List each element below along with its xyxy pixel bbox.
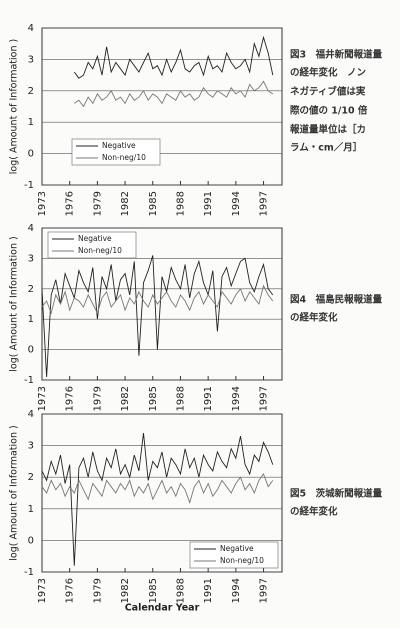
y-tick-label: 0 (28, 149, 34, 160)
x-tick-label: 1979 (92, 578, 103, 603)
y-tick-label: 0 (28, 535, 34, 546)
legend-box (71, 138, 161, 166)
x-axis-label: Calendar Year (125, 603, 200, 614)
x-tick-label: 1988 (175, 386, 186, 411)
series-line (41, 473, 274, 504)
x-tick-label: 1985 (148, 578, 159, 603)
y-tick-label: 3 (28, 441, 34, 452)
legend-label: Non-neg/10 (102, 153, 146, 162)
y-tick-label: 1 (28, 504, 34, 515)
figure-caption: の経年変化 (290, 506, 338, 518)
y-tick-label: 2 (28, 86, 34, 97)
series-line (41, 284, 274, 315)
y-axis-label: log( Amount of Information ) (9, 236, 20, 371)
series-line (73, 35, 274, 79)
y-tick-label: 4 (28, 409, 34, 420)
x-tick-label: 1997 (259, 191, 270, 216)
series-line (41, 432, 274, 566)
figure-caption: 際の値の 1/10 倍 (290, 105, 368, 117)
x-tick-label: 1997 (259, 386, 270, 411)
x-tick-label: 1988 (175, 191, 186, 216)
legend-label: Non-neg/10 (220, 556, 264, 565)
legend-label: Non-neg/10 (78, 246, 122, 255)
y-tick-label: 3 (28, 253, 34, 264)
x-tick-label: 1979 (92, 386, 103, 411)
x-tick-label: 1973 (37, 578, 48, 603)
figure-caption: 図3 福井新聞報道量 (290, 49, 383, 61)
x-tick-label: 1997 (259, 578, 270, 603)
x-tick-label: 1976 (65, 386, 76, 411)
y-tick-label: 1 (28, 117, 34, 128)
legend-box (47, 231, 137, 259)
x-tick-label: 1994 (231, 578, 242, 603)
x-tick-label: 1994 (231, 386, 242, 411)
series-line (41, 255, 274, 378)
y-tick-label: -1 (24, 180, 34, 191)
x-tick-label: 1979 (92, 191, 103, 216)
x-tick-label: 1982 (120, 191, 131, 216)
x-tick-label: 1985 (148, 386, 159, 411)
x-tick-label: 1991 (203, 386, 214, 411)
x-tick-label: 1982 (120, 578, 131, 603)
y-tick-label: 2 (28, 472, 34, 483)
y-tick-label: -1 (24, 375, 34, 386)
x-tick-label: 1973 (37, 386, 48, 411)
series-line (74, 80, 274, 108)
y-tick-label: 2 (28, 284, 34, 295)
x-tick-label: 1991 (203, 578, 214, 603)
y-tick-label: 1 (28, 314, 34, 325)
y-axis-label: log( Amount of Information ) (9, 425, 20, 560)
x-tick-label: 1973 (37, 191, 48, 216)
y-tick-label: -1 (24, 567, 34, 578)
figure-caption: 図4 福島民報報道量 (290, 294, 383, 306)
figure-caption: ラム・cm／月］ (290, 142, 362, 154)
x-tick-label: 1976 (65, 191, 76, 216)
y-tick-label: 4 (28, 23, 34, 34)
y-axis-label: log( Amount of Information ) (9, 39, 20, 174)
figure-caption: 報道量単位は［カ (290, 124, 366, 136)
x-tick-label: 1994 (231, 191, 242, 216)
figure-caption: の経年変化 (290, 312, 338, 324)
x-tick-label: 1976 (65, 578, 76, 603)
x-tick-label: 1991 (203, 191, 214, 216)
figure-caption: の経年変化 ノン (290, 67, 366, 79)
x-tick-label: 1982 (120, 386, 131, 411)
figure-caption: ネガティブ値は実 (290, 86, 366, 98)
y-tick-label: 3 (28, 54, 34, 65)
legend-box (189, 541, 279, 569)
y-tick-label: 0 (28, 345, 34, 356)
legend-label: Negative (78, 234, 112, 243)
x-tick-label: 1988 (175, 578, 186, 603)
x-tick-label: 1985 (148, 191, 159, 216)
legend-label: Negative (220, 544, 254, 553)
figure-caption: 図5 茨城新聞報道量 (290, 488, 383, 500)
legend-label: Negative (102, 141, 136, 150)
y-tick-label: 4 (28, 223, 34, 234)
